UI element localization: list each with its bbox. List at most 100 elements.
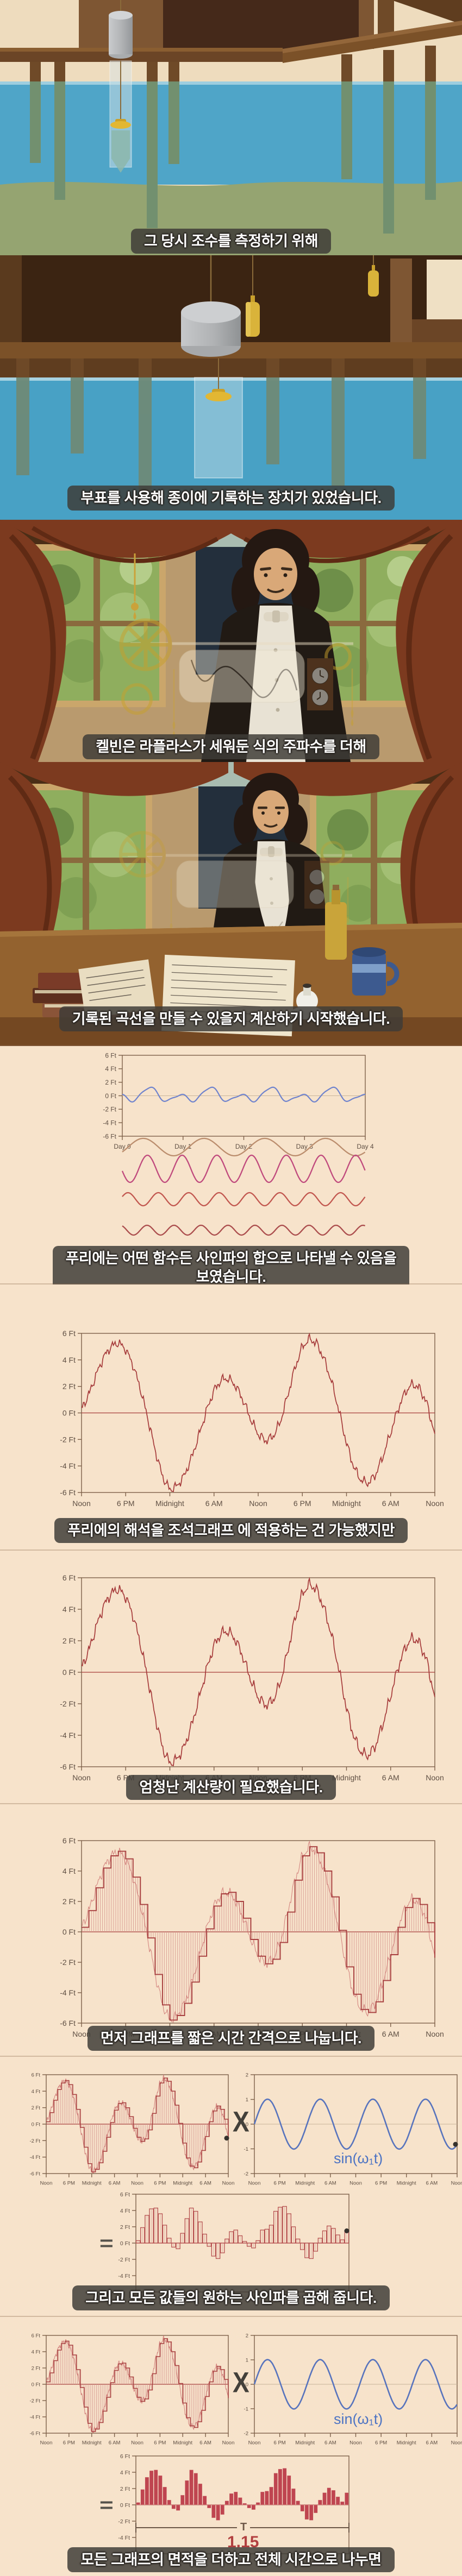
axis-tick-label: -6 Ft <box>29 2171 40 2177</box>
axis-tick-label: -1 <box>244 2146 248 2152</box>
tide-sampled-chart: 6 Ft 4 Ft 2 Ft 0 Ft -2 Ft -4 Ft -6 Ft Noon 6 PM M… <box>60 1836 444 2038</box>
machine-bob-right <box>351 709 354 726</box>
machine-wheel-right <box>324 643 352 670</box>
product-bar <box>265 2491 269 2505</box>
average-result-value: 1.15 <box>227 2533 259 2551</box>
axis-tick-label: 6 PM <box>117 1499 135 1508</box>
tide-curve <box>81 1332 435 1492</box>
axis-tick-label: Noon <box>349 2440 362 2446</box>
axis-tick-label: Noon <box>451 2181 462 2187</box>
axis-tick-label: 4 Ft <box>63 1605 76 1614</box>
pier-deck-right-edge <box>283 21 462 53</box>
axis-tick-label: -4 Ft <box>118 2535 130 2541</box>
axis-tick-label: Noon <box>222 2440 235 2446</box>
product-bar <box>309 2504 314 2521</box>
axis-tick-label: Midnight <box>82 2440 102 2446</box>
axis-tick-label: 2 Ft <box>63 1636 76 1645</box>
axis-tick-label: 6 AM <box>382 1499 399 1508</box>
axis-tick-label: 0 Ft <box>63 1668 76 1677</box>
axis-tick-label: -2 Ft <box>60 1435 76 1444</box>
product-bar <box>189 2470 193 2505</box>
axis-tick-label: Noon <box>72 2030 90 2038</box>
axis-tick-label: 2 Ft <box>105 1079 116 1086</box>
kelvin-desk-illustration <box>0 762 462 1046</box>
product-bar <box>340 2501 345 2505</box>
corner-post <box>378 0 394 36</box>
axis-tick-label: 0 Ft <box>120 2240 130 2247</box>
axis-tick-label: 6 Ft <box>120 2453 130 2460</box>
axis-tick-label: -4 Ft <box>118 2273 130 2279</box>
axis-tick-label: -2 Ft <box>103 1106 116 1113</box>
product-bar <box>345 2492 349 2505</box>
roof-corner <box>391 0 462 24</box>
axis-tick-label: 0 Ft <box>32 2382 41 2388</box>
axis-tick-label: 6 PM <box>294 1773 311 1782</box>
axis-tick-label: 1 <box>246 2097 248 2103</box>
product-bar <box>313 2504 318 2514</box>
product-bar <box>331 2490 336 2505</box>
machine-wheel-small <box>121 683 153 715</box>
product-bar <box>140 2489 145 2505</box>
axis-tick-label: Midnight <box>332 1773 361 1782</box>
axis-tick-label: -6 Ft <box>60 2019 76 2027</box>
sine-wave <box>253 2359 458 2410</box>
recording-cylinder <box>109 15 133 54</box>
axis-tick-label: Midnight <box>397 2181 416 2187</box>
axis-tick-label: Midnight <box>155 2030 184 2038</box>
product-bar <box>286 2475 291 2505</box>
axis-tick-label: 2 <box>246 2072 248 2078</box>
axis-tick-label: 4 Ft <box>120 2470 130 2476</box>
axis-tick-label: -2 Ft <box>118 2518 130 2525</box>
product-bar <box>260 2491 265 2505</box>
axis-tick-label: Midnight <box>295 2440 315 2446</box>
axis-tick-label: 6 AM <box>109 2181 121 2187</box>
waterline <box>0 81 462 85</box>
axis-tick-label: 2 Ft <box>32 2105 41 2111</box>
axis-tick-label: 6 AM <box>199 2181 211 2187</box>
product-bar <box>327 2487 332 2505</box>
deck-facia <box>0 358 462 377</box>
axis-tick-label: 6 AM <box>199 2440 211 2446</box>
axis-tick-label: 6 PM <box>117 2030 135 2038</box>
curtain-left <box>0 520 234 762</box>
plumb-bob-1 <box>246 255 260 337</box>
seabed <box>0 181 462 255</box>
pier-illustration <box>0 0 462 255</box>
axis-tick-label: 6 Ft <box>63 1836 76 1845</box>
scene-kelvin-machine: 켈빈은 라플라스가 세워둔 식의 주파수를 더해 <box>0 520 462 762</box>
axis-tick-label: 4 Ft <box>63 1356 76 1364</box>
drum-top <box>181 301 241 323</box>
product-bar <box>278 2468 283 2505</box>
axis-tick-label: 6 PM <box>154 2440 166 2446</box>
float-body <box>111 130 130 173</box>
axis-tick-label: 6 PM <box>63 2181 75 2187</box>
sine-wave <box>253 2098 458 2150</box>
axis-tick-label: Noon <box>426 1499 444 1508</box>
axis-tick-label: 6 Ft <box>120 2191 130 2198</box>
recorded-trace <box>190 659 298 698</box>
axis-tick-label: Noon <box>426 1773 444 1782</box>
product-bar <box>176 2504 180 2511</box>
axis-tick-label: -4 Ft <box>103 1119 116 1126</box>
axis-tick-label: Midnight <box>332 1499 361 1508</box>
axis-tick-label: -4 Ft <box>60 1988 76 1997</box>
axis-tick-label: Noon <box>249 1499 267 1508</box>
axis-tick-label: Noon <box>72 1499 90 1508</box>
sine-wave <box>122 1137 366 1157</box>
product-bar <box>318 2499 322 2505</box>
axis-tick-label: -2 Ft <box>118 2257 130 2263</box>
product-bar <box>291 2488 296 2505</box>
bottle <box>325 885 347 960</box>
device-illustration <box>0 255 462 520</box>
cursor-dot <box>224 2136 229 2141</box>
product-bar <box>238 2497 242 2505</box>
sine-function-label: sin(ω₁t) <box>334 2150 383 2166</box>
kelvin-illustration <box>0 520 462 762</box>
axis-tick-label: Noon <box>249 1773 267 1782</box>
axis-tick-label: -6 Ft <box>60 1488 76 1497</box>
product-bar <box>185 2480 189 2505</box>
cylinder-top <box>109 11 133 20</box>
sine-function-label: sin(ω₁t) <box>334 2411 383 2427</box>
product-bar <box>233 2491 238 2505</box>
